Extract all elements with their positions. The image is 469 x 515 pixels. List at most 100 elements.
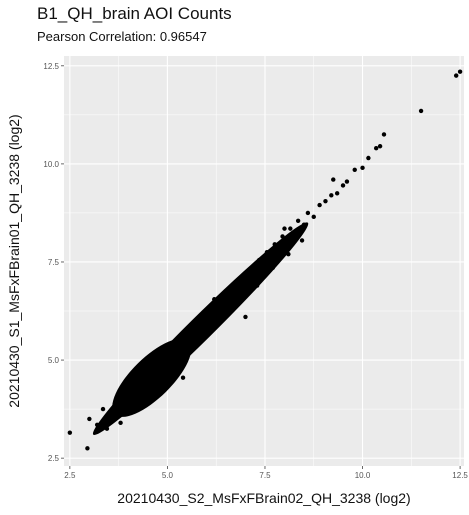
scatter-point (268, 255, 274, 261)
scatter-point (366, 155, 371, 161)
scatter-point (340, 183, 346, 188)
scatter-point (116, 399, 121, 404)
x-axis-ticks: 2.5 5.0 7.5 10.0 12.5 (64, 466, 468, 480)
scatter-point (217, 297, 223, 302)
scatter-point (210, 306, 215, 312)
scatter-point (329, 193, 334, 198)
scatter-point (108, 408, 114, 414)
y-axis-ticks: 2.5 5.0 7.5 10.0 12.5 (43, 62, 64, 463)
scatter-point (180, 375, 186, 380)
scatter-point (126, 402, 131, 408)
scatter-point (237, 287, 242, 292)
scatter-point (288, 226, 293, 231)
scatter-point (221, 302, 227, 308)
x-tick-label: 5.0 (162, 471, 174, 480)
scatter-point (331, 177, 336, 182)
scatter-point (239, 297, 244, 302)
scatter-point (98, 422, 104, 428)
scatter-point (212, 297, 217, 302)
scatter-point (198, 318, 203, 324)
scatter-point (299, 238, 305, 243)
scatter-point (202, 322, 207, 327)
scatter-point (194, 330, 199, 335)
scatter-point (229, 295, 235, 300)
scatter-point (260, 263, 266, 269)
scatter-point (206, 312, 211, 318)
scatter-point (192, 340, 197, 345)
y-tick-label: 7.5 (48, 258, 60, 267)
y-tick-label: 12.5 (43, 62, 59, 71)
scatter-point (377, 144, 383, 149)
scatter-point (457, 69, 463, 74)
scatter-point (149, 365, 155, 371)
y-tick-label: 2.5 (48, 454, 60, 463)
scatter-point (295, 218, 301, 223)
scatter-point (253, 271, 258, 276)
scatter-point (182, 334, 188, 339)
chart-title: B1_QH_brain AOI Counts (37, 4, 232, 23)
scatter-point (141, 393, 147, 398)
scatter-point (118, 420, 123, 426)
x-tick-label: 12.5 (452, 471, 468, 480)
scatter-point (169, 369, 174, 375)
scatter-point (151, 383, 156, 388)
scatter-point (323, 198, 328, 204)
scatter-point (270, 265, 275, 271)
scatter-point (186, 342, 192, 347)
scatter-point (276, 248, 281, 253)
scatter-point (213, 310, 219, 316)
scatter-point (174, 340, 180, 345)
scatter-point (301, 222, 307, 227)
y-tick-label: 10.0 (43, 160, 59, 169)
scatter-point (180, 355, 186, 361)
scatter-point (67, 430, 73, 435)
x-tick-label: 7.5 (259, 471, 271, 480)
scatter-point (122, 393, 127, 398)
scatter-point (225, 289, 231, 294)
scatter-point (305, 210, 311, 216)
scatter-point (344, 179, 350, 184)
scatter-point (106, 412, 112, 418)
scatter-point (249, 265, 254, 271)
x-tick-label: 2.5 (64, 471, 76, 480)
y-axis-title: 20210430_S1_MsFxFBrain01_QH_3238 (log2) (6, 114, 22, 407)
scatter-point (147, 379, 153, 384)
minor-gridlines (64, 56, 464, 466)
scatter-point (418, 108, 424, 114)
scatter-point (132, 399, 137, 404)
scatter-point (128, 395, 133, 400)
scatter-point (243, 314, 248, 320)
scatter-point (254, 283, 260, 288)
scatter-point (282, 226, 287, 231)
scatter-point (176, 350, 182, 355)
scatter-point (208, 328, 213, 333)
scatter-point (120, 410, 125, 416)
scatter-point (334, 191, 340, 196)
scatter-point (167, 348, 172, 353)
scatter-point (223, 312, 229, 318)
scatter-point (352, 167, 357, 172)
scatter-point (317, 202, 322, 208)
scatter-point (137, 367, 143, 373)
scatter-point (104, 426, 110, 431)
scatter-point (280, 234, 285, 239)
data-points (67, 69, 463, 451)
scatter-point (157, 359, 162, 365)
scatter-point (114, 414, 119, 420)
scatter-point (286, 251, 291, 257)
scatter-point (139, 389, 145, 394)
scatter-point (241, 273, 246, 278)
scatter-point (360, 165, 365, 171)
scatter-point (94, 422, 100, 428)
scatter-point (245, 279, 250, 284)
scatter-point (85, 446, 90, 451)
scatter-point (143, 373, 149, 378)
y-tick-label: 5.0 (48, 356, 60, 365)
scatter-point (233, 281, 238, 286)
scatter-point (130, 383, 135, 388)
scatter-point (381, 132, 387, 137)
scatter-point (284, 240, 289, 245)
scatter-point (188, 324, 194, 329)
scatter-point (100, 406, 106, 412)
